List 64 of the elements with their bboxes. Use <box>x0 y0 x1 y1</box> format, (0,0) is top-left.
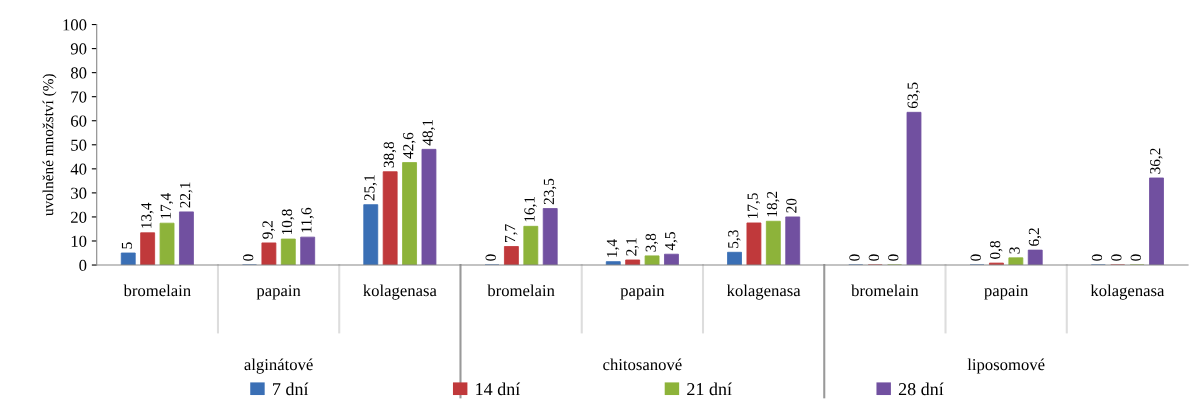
data-label: 9,2 <box>262 221 275 239</box>
legend-label: 7 dní <box>273 382 309 396</box>
data-label: 5,3 <box>728 230 741 248</box>
data-label: 16,1 <box>524 196 537 222</box>
x-tick-label: bromelain <box>851 284 919 297</box>
data-label: 5 <box>121 242 133 249</box>
y-tick-label: 90 <box>70 43 87 55</box>
y-tick-label: 80 <box>70 67 87 79</box>
data-label: 22,1 <box>180 182 193 208</box>
data-label: 4,5 <box>665 232 678 251</box>
text: chitosanové <box>603 358 682 371</box>
text: liposomové <box>967 358 1045 374</box>
data-label: 13,4 <box>141 202 154 228</box>
data-label: 17,4 <box>160 193 174 219</box>
y-tick-label: 70 <box>71 91 87 103</box>
y-tick-label: 50 <box>71 139 87 151</box>
data-label: 0 <box>243 254 254 261</box>
data-label: 10,8 <box>281 209 295 235</box>
data-label: 1,4 <box>606 239 620 257</box>
text: alginátové <box>244 358 313 374</box>
x-tick-label: papain <box>256 285 301 300</box>
y-axis-title: uvolněné množství (%) <box>42 74 57 216</box>
x-tick-label: kolagenasa <box>363 284 437 300</box>
data-label: 38,8 <box>383 141 397 168</box>
legend-label: 14 dní <box>476 382 521 396</box>
data-label: 20 <box>786 198 797 213</box>
x-tick-label: kolagenasa <box>1090 284 1165 300</box>
data-label: 0 <box>970 254 981 261</box>
data-label: 6,2 <box>1028 228 1042 246</box>
y-tick-label: 0 <box>79 259 87 271</box>
data-label: 36,2 <box>1150 148 1163 174</box>
data-label: 23,5 <box>543 178 557 205</box>
x-tick-label: bromelain <box>487 284 555 297</box>
data-label: 0 <box>1130 254 1141 261</box>
legend-label: 21 dní <box>687 382 732 396</box>
data-label: 0 <box>1091 254 1103 261</box>
data-label: 3,8 <box>645 233 659 252</box>
data-label: 63,5 <box>907 82 921 109</box>
y-tick-label: 100 <box>63 19 87 31</box>
data-label: 0 <box>888 254 899 261</box>
y-tick-label: 20 <box>71 211 87 223</box>
data-label: 18,2 <box>766 191 780 217</box>
data-label: 17,5 <box>747 193 760 218</box>
y-tick-label: 40 <box>70 163 87 175</box>
legend-label: 28 dní <box>898 382 944 396</box>
data-label: 25,1 <box>364 175 377 201</box>
data-label: 0 <box>485 254 496 261</box>
data-label: 42,6 <box>403 132 416 159</box>
data-label: 11,6 <box>301 207 314 233</box>
x-tick-label: kolagenasa <box>726 284 801 300</box>
x-tick-label: papain <box>984 285 1029 300</box>
x-tick-label: papain <box>620 285 665 300</box>
data-label: 0 <box>849 254 860 261</box>
data-label: 0 <box>868 254 880 261</box>
data-label: 48,1 <box>422 119 435 146</box>
data-label: 7,7 <box>505 224 518 242</box>
y-tick-label: 30 <box>71 187 87 199</box>
data-label: 0,8 <box>989 240 1003 259</box>
y-tick-label: 60 <box>71 115 87 127</box>
x-tick-label: bromelain <box>123 284 191 297</box>
y-tick-label: 10 <box>71 235 87 247</box>
data-label: 2,1 <box>626 238 639 256</box>
data-label: 0 <box>1111 254 1122 261</box>
data-label: 3 <box>1009 247 1020 254</box>
